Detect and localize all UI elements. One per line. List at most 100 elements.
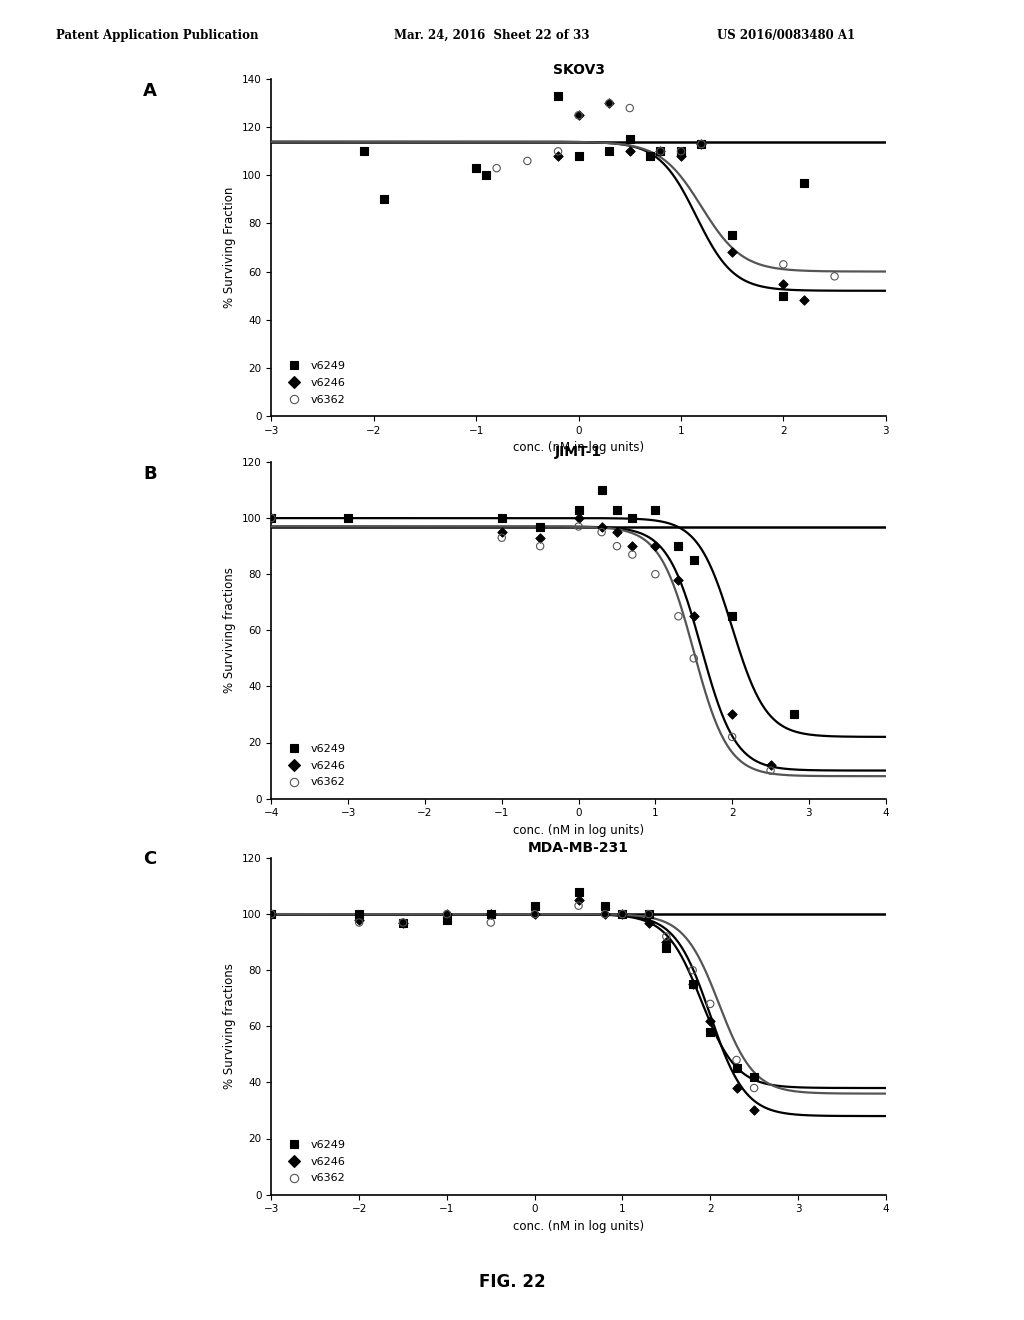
Point [351, 909, 368, 931]
Point [482, 903, 499, 924]
Point [468, 157, 484, 178]
Point [570, 516, 587, 537]
Point [673, 141, 689, 162]
Text: FIG. 22: FIG. 22 [478, 1272, 546, 1291]
Point [395, 912, 412, 933]
Point [647, 564, 664, 585]
Point [550, 145, 566, 166]
Point [608, 521, 625, 543]
Point [597, 903, 613, 924]
Point [494, 508, 510, 529]
Point [624, 536, 641, 557]
Point [438, 903, 455, 924]
Point [724, 704, 740, 725]
Point [724, 224, 740, 246]
Legend: v6249, v6246, v6362: v6249, v6246, v6362 [276, 356, 351, 411]
Text: Patent Application Publication: Patent Application Publication [56, 29, 259, 42]
Point [614, 903, 631, 924]
Point [608, 536, 625, 557]
Point [652, 141, 669, 162]
Point [693, 133, 710, 154]
Text: C: C [143, 850, 157, 869]
Point [673, 145, 689, 166]
Point [532, 516, 549, 537]
Point [658, 927, 675, 948]
X-axis label: conc. (nM in log units): conc. (nM in log units) [513, 824, 644, 837]
Point [670, 569, 686, 590]
Point [570, 882, 587, 903]
Point [550, 86, 566, 107]
Point [395, 912, 412, 933]
Point [670, 536, 686, 557]
Point [762, 755, 778, 776]
Point [775, 253, 792, 275]
Point [438, 909, 455, 931]
Title: MDA-MB-231: MDA-MB-231 [528, 841, 629, 855]
Point [826, 265, 843, 286]
Point [593, 521, 609, 543]
Text: A: A [143, 82, 158, 100]
Point [593, 516, 609, 537]
Legend: v6249, v6246, v6362: v6249, v6246, v6362 [276, 739, 351, 793]
Point [796, 172, 812, 193]
Point [624, 508, 641, 529]
Point [622, 141, 638, 162]
Point [658, 932, 675, 953]
Point [570, 145, 587, 166]
Point [686, 606, 702, 627]
Point [570, 895, 587, 916]
Point [673, 141, 689, 162]
Point [376, 189, 392, 210]
Point [355, 141, 372, 162]
Point [263, 508, 280, 529]
Point [263, 508, 280, 529]
Point [652, 141, 669, 162]
Point [622, 98, 638, 119]
Point [597, 903, 613, 924]
Point [395, 912, 412, 933]
Point [724, 606, 740, 627]
Point [785, 704, 802, 725]
Point [684, 974, 700, 995]
Point [601, 92, 617, 114]
Point [728, 1049, 744, 1071]
Legend: v6249, v6246, v6362: v6249, v6246, v6362 [276, 1135, 351, 1189]
Point [340, 508, 356, 529]
Point [745, 1067, 762, 1088]
Title: JIMT-1: JIMT-1 [555, 445, 602, 459]
Point [693, 133, 710, 154]
Point [263, 508, 280, 529]
Point [601, 92, 617, 114]
Point [641, 903, 657, 924]
Point [702, 993, 719, 1014]
Point [775, 285, 792, 306]
Point [642, 145, 658, 166]
Point [647, 499, 664, 520]
Point [570, 499, 587, 520]
Point [658, 937, 675, 958]
Point [601, 141, 617, 162]
Point [641, 912, 657, 933]
Point [494, 521, 510, 543]
Point [488, 157, 505, 178]
Point [351, 903, 368, 924]
Point [684, 974, 700, 995]
Point [614, 903, 631, 924]
Point [775, 273, 792, 294]
Point [684, 960, 700, 981]
Point [532, 536, 549, 557]
Point [686, 549, 702, 570]
Point [724, 242, 740, 263]
Point [728, 1057, 744, 1078]
Point [652, 141, 669, 162]
Point [263, 903, 280, 924]
Y-axis label: % Surviving Fraction: % Surviving Fraction [223, 187, 237, 308]
Point [608, 499, 625, 520]
Point [614, 903, 631, 924]
Point [622, 129, 638, 150]
Point [641, 903, 657, 924]
Title: SKOV3: SKOV3 [553, 62, 604, 77]
Point [745, 1100, 762, 1121]
Point [438, 903, 455, 924]
Y-axis label: % Surviving fractions: % Surviving fractions [223, 964, 237, 1089]
